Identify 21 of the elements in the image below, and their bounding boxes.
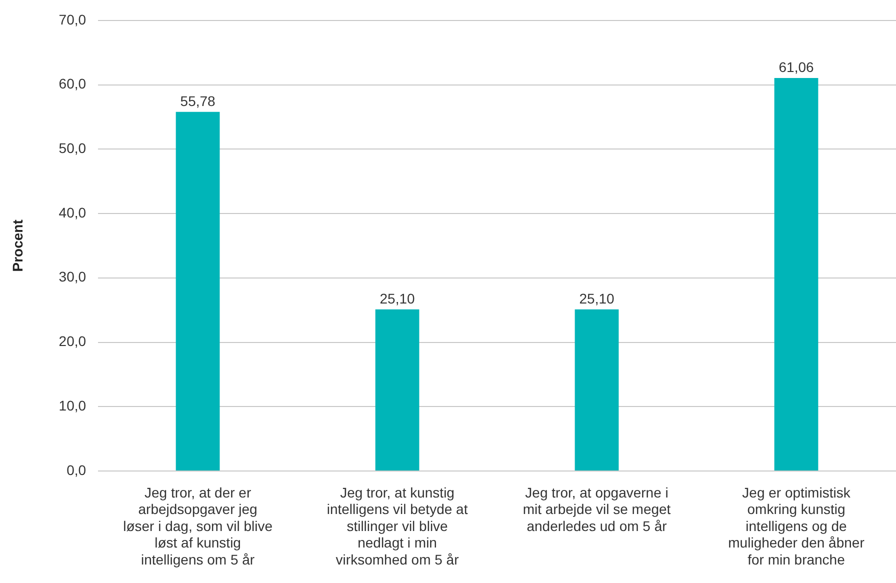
bar (375, 309, 420, 470)
bar (176, 112, 220, 470)
y-tick-label: 50,0 (58, 140, 86, 156)
x-tick-label: Jeg tror, at kunstig intelligens vil betyde at stillinger vil blive nedlagt i min virksomhed om 5 år (326, 484, 468, 568)
x-tick-label: Jeg er optimistisk omkring kunstig intelligens og de muligheder den åbner for min branche (728, 484, 865, 568)
y-tick-label: 20,0 (58, 333, 86, 350)
y-tick-label: 60,0 (58, 76, 86, 92)
y-tick-label: 70,0 (58, 11, 86, 28)
x-tick-label: Jeg tror, at der er arbejdsopgaver jeg løser i dag, som vil blive løst af kunstig intelligens om 5 år (123, 484, 273, 568)
data-label: 61,06 (778, 58, 814, 75)
y-tick-label: 10,0 (58, 397, 86, 414)
bar (774, 78, 818, 470)
y-axis-title: Procent (9, 219, 26, 272)
x-tick-label: Jeg tror, at opgaverne i mit arbejde vil se meget anderledes ud om 5 år (522, 484, 671, 534)
data-label: 25,10 (579, 290, 614, 306)
bar (574, 309, 619, 470)
data-label: 25,10 (380, 290, 416, 306)
y-tick-label: 40,0 (58, 204, 86, 220)
y-tick-label: 0,0 (66, 462, 86, 478)
y-tick-label: 30,0 (58, 268, 86, 285)
data-label: 55,78 (180, 92, 216, 109)
